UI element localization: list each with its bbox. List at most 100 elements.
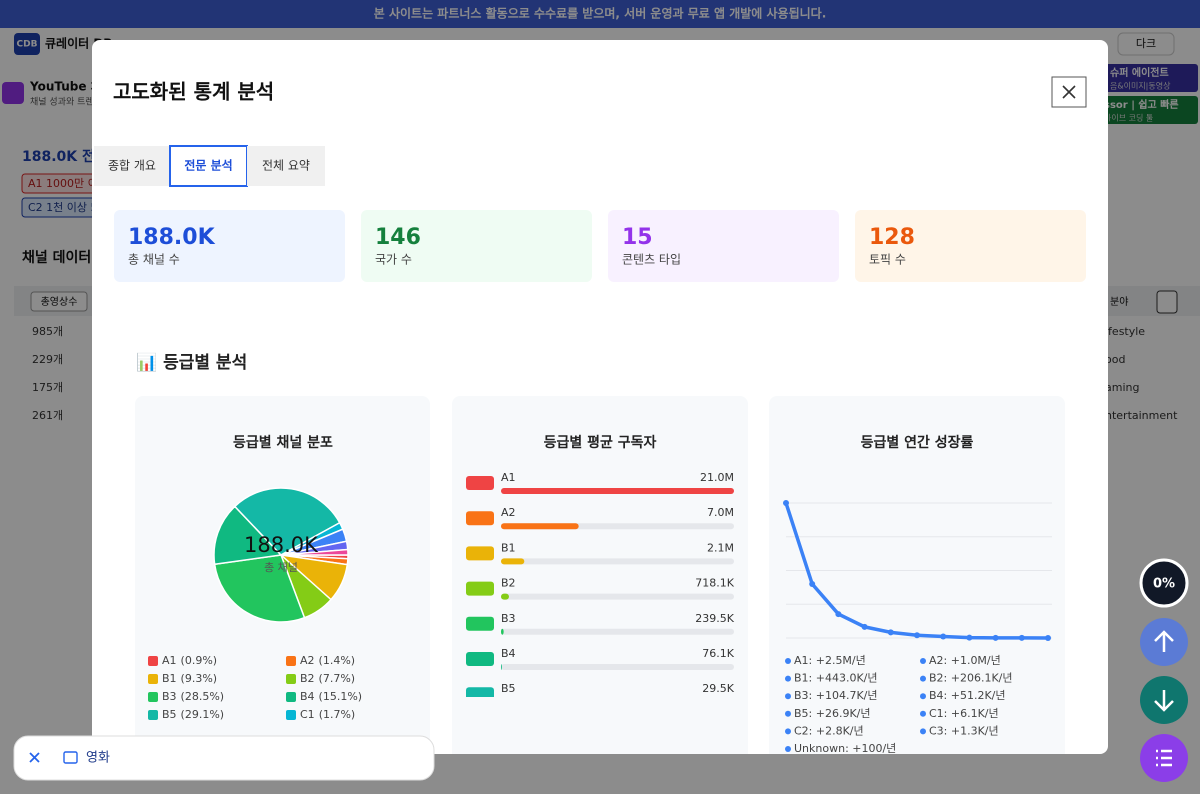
legend-dot [920,693,926,700]
legend-dot [920,710,926,717]
ad-sub: 바이브 코딩 툴 [1104,113,1153,123]
total-count: 188.0K 전체 [22,148,108,165]
stat-value: 188.0K [128,225,216,250]
legend-swatch [148,692,158,702]
growth-point [861,623,868,630]
modal: 고도화된 통계 분석 종합 개요 전문 분석 전체 요약 188.0K총 채널 수1… [92,40,1108,754]
tab-label: 전체 요약 [262,158,310,173]
chart-card [769,396,1065,754]
growth-point [1018,634,1025,641]
tab[interactable] [169,145,248,187]
up-icon [1154,630,1174,652]
stat-value: 15 [622,225,653,250]
bar-value: 239.5K [695,612,734,625]
legend-swatch [286,656,296,666]
ad-banner[interactable] [1098,64,1198,92]
chart-title: 등급별 채널 분포 [233,434,333,451]
bar [501,558,525,565]
chip-text: C2 1천 이상 5 [28,200,98,214]
legend-entry: B5: +26.9K/년 [794,707,871,720]
legend-swatch [286,692,296,702]
pie-center-value: 188.0K [244,533,319,557]
filter-icon [63,751,78,764]
legend-entry: B5 (29.1%) [162,708,224,721]
sort-label: 총영상수 [41,296,78,308]
tab[interactable] [94,146,170,186]
legend-entry: B4: +51.2K/년 [929,689,1006,702]
legend-swatch [466,476,494,490]
ad-banner[interactable] [1098,96,1198,124]
logo[interactable] [14,33,40,55]
growth-point [1045,634,1051,641]
bar-value: 718.1K [695,577,734,590]
growth-point [887,629,894,636]
legend-value: (28.5%) [181,690,225,703]
growth-point [940,633,947,640]
channel-icon [2,82,24,104]
legend-name: A1 [162,654,177,667]
legend-dot [920,728,926,735]
channel-sub: 채널 성과와 트렌 [30,96,94,108]
ad-title: 슈퍼 에이전트 [1110,66,1169,79]
stat-card [855,210,1086,282]
theme-button[interactable] [1117,32,1175,56]
sort-button[interactable] [30,291,88,312]
ad-title: ssor | 쉽고 빠른 [1104,98,1179,111]
clear-filter[interactable] [29,752,40,763]
bar-track [501,593,734,600]
row-count: 229개 [32,353,63,366]
field-label[interactable]: 분야 [1110,296,1128,308]
bar-label: B4 [501,647,516,660]
bar-value: 29.5K [702,682,734,695]
bar-label: B3 [501,612,516,625]
pie-slice [280,548,349,556]
legend-value: (1.7%) [319,708,356,721]
legend-entry: B3: +104.7K/년 [794,689,878,702]
section-title: 📊 등급별 분석 [136,352,247,373]
pie-slice [213,554,306,623]
close-button[interactable] [1051,76,1087,108]
bar [501,664,502,670]
legend-entry: B4 (15.1%) [300,690,362,703]
legend-entry: A2: +1.0M/년 [929,654,1001,667]
bar-label: B5 [501,682,516,695]
filter-pill [13,735,435,781]
down-icon [1154,690,1174,712]
chip-text: A1 1000만 이 [28,177,98,190]
row-topic: aming [1105,381,1139,394]
legend-swatch [466,652,494,666]
legend-swatch [466,581,494,596]
legend-name: B2 [300,672,315,685]
filter-button[interactable] [1156,290,1178,314]
legend-swatch [148,710,158,720]
stat-label: 총 채널 수 [128,253,180,267]
chart-title: 등급별 평균 구독자 [544,434,657,451]
charts: 등급별 채널 분포 188.0K 총 채널 A1 (0.9%) A2 (1.4%) B1 (9.… [148,434,1052,754]
banner-bg [0,0,1200,28]
bar [501,628,504,635]
legend-entry: A2 (1.4%) [300,654,355,667]
growth-point [992,634,999,641]
stat-card [114,210,345,282]
legend-entry: B2 (7.7%) [300,672,355,685]
bar-label: B2 [501,577,516,590]
tabs: 종합 개요 전문 분석 전체 요약 [94,145,325,187]
legend-swatch [466,511,494,526]
tab-label: 전문 분석 [184,158,232,173]
theme-label: 다크 [1136,37,1156,50]
legend-name: C1 [300,708,315,721]
growth-point [835,611,842,618]
legend-entry: B1: +443.0K/년 [794,672,878,685]
legend-swatch [286,710,296,720]
tab[interactable] [247,146,325,186]
bar [501,488,734,494]
bar [501,593,509,600]
legend-entry: B2: +206.1K/년 [929,672,1013,685]
filter-label[interactable]: 영화 [86,751,110,766]
modal-title: 고도화된 통계 분석 [113,80,274,104]
legend-dot [785,746,791,752]
legend-dot [785,693,791,700]
progress-button[interactable] [1139,558,1189,608]
legend-value: (7.7%) [319,672,356,685]
